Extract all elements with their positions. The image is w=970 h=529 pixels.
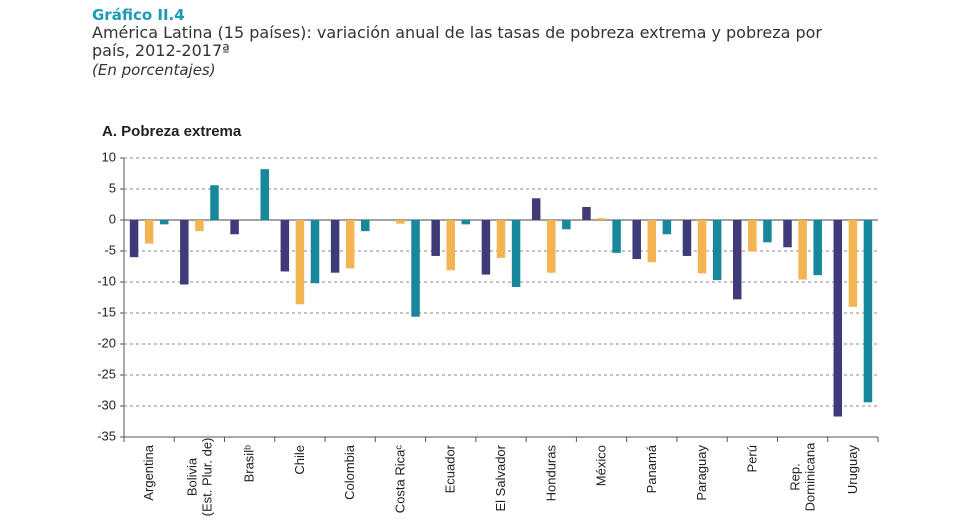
- x-tick-label: Ecuador: [443, 444, 458, 493]
- bar: [295, 220, 305, 305]
- bar: [431, 220, 440, 256]
- x-tick-label: Panamá: [644, 444, 659, 493]
- bar: [496, 220, 506, 258]
- bar: [662, 220, 672, 235]
- bar: [330, 220, 340, 273]
- x-tick-label-line: México: [594, 445, 609, 486]
- x-tick-label-line: (Est. Plur. de): [199, 438, 214, 517]
- x-tick-label-line: Honduras: [543, 445, 558, 502]
- x-tick-label: Perú: [744, 445, 759, 472]
- bar: [582, 206, 591, 220]
- y-tick-label: 5: [109, 180, 116, 195]
- x-tick-label: Rep.Dominicana: [788, 442, 818, 511]
- x-tick-label: Chile: [292, 445, 307, 475]
- y-tick-label: -25: [97, 366, 116, 381]
- x-tick-label-line: Paraguay: [694, 445, 709, 501]
- y-tick-label: -35: [97, 428, 116, 443]
- bar: [280, 220, 290, 272]
- x-tick-label: Paraguay: [694, 445, 709, 501]
- bar: [632, 220, 641, 260]
- y-tick-label: -15: [97, 304, 116, 319]
- y-tick-label: 10: [102, 149, 116, 164]
- bar: [195, 220, 204, 232]
- bar: [813, 220, 822, 276]
- x-tick-label: Colombia: [342, 444, 357, 500]
- bar: [647, 220, 657, 263]
- x-tick-label-line: Brasilᵇ: [242, 445, 257, 483]
- bar: [863, 220, 873, 403]
- bar: [260, 169, 269, 220]
- x-tick-label: Costa Ricaᶜ: [392, 445, 407, 514]
- x-tick-label: Argentina: [141, 444, 156, 500]
- x-tick-label-line: Argentina: [141, 444, 156, 500]
- x-tick-label-line: Dominicana: [803, 442, 818, 511]
- chart-label: Gráfico II.4: [92, 6, 185, 24]
- bar: [446, 220, 455, 271]
- panel-title: A. Pobreza extrema: [102, 123, 242, 140]
- bar: [733, 220, 742, 300]
- bar: [682, 220, 692, 256]
- bar: [345, 220, 355, 269]
- x-tick-label-line: Rep.: [788, 463, 803, 490]
- x-tick-label-line: Colombia: [342, 444, 357, 500]
- bar: [833, 220, 843, 417]
- bar: [798, 220, 807, 280]
- bar: [230, 220, 239, 235]
- bar: [411, 220, 420, 317]
- x-tick-label: El Salvador: [493, 444, 508, 511]
- x-tick-label-line: Perú: [744, 445, 759, 472]
- bar: [697, 220, 707, 274]
- bar: [511, 220, 521, 287]
- x-tick-label-line: Ecuador: [443, 444, 458, 493]
- bar: [531, 198, 541, 220]
- bar: [597, 218, 606, 220]
- bar: [612, 220, 621, 253]
- chart-subtitle: (En porcentajes): [92, 61, 216, 79]
- bar: [129, 220, 139, 258]
- y-tick-label: 0: [109, 211, 116, 226]
- bar: [159, 220, 169, 225]
- x-tick-label: Bolivia(Est. Plur. de): [184, 438, 214, 517]
- x-tick-label: Uruguay: [845, 445, 860, 495]
- bar: [547, 220, 556, 273]
- bar: [310, 220, 320, 284]
- bar: [461, 220, 471, 225]
- x-tick-label: Honduras: [543, 445, 558, 502]
- bar: [481, 220, 491, 275]
- bar: [210, 185, 219, 220]
- y-tick-label: -10: [97, 273, 116, 288]
- bar: [763, 220, 772, 243]
- bar: [361, 220, 370, 232]
- y-tick-label: -30: [97, 397, 116, 412]
- header: Gráfico II.4 América Latina (15 países):…: [92, 6, 862, 80]
- x-tick-label-line: Costa Ricaᶜ: [392, 445, 407, 514]
- y-tick-label: -5: [104, 242, 116, 257]
- bar: [783, 220, 792, 248]
- y-tick-label: -20: [97, 335, 116, 350]
- x-tick-label-line: Bolivia: [184, 457, 199, 496]
- x-tick-label: México: [594, 445, 609, 486]
- bar: [180, 220, 189, 285]
- bar: [748, 220, 757, 252]
- bar: [144, 220, 154, 244]
- bar: [562, 220, 571, 230]
- bar: [848, 220, 858, 307]
- x-tick-label-line: Chile: [292, 445, 307, 475]
- x-tick-label-line: Panamá: [644, 444, 659, 493]
- x-tick-label-line: Uruguay: [845, 445, 860, 495]
- chart-title: América Latina (15 países): variación an…: [92, 23, 822, 60]
- x-tick-label: Brasilᵇ: [242, 445, 257, 483]
- x-tick-label-line: El Salvador: [493, 444, 508, 511]
- bar: [396, 220, 405, 224]
- bar: [712, 220, 722, 281]
